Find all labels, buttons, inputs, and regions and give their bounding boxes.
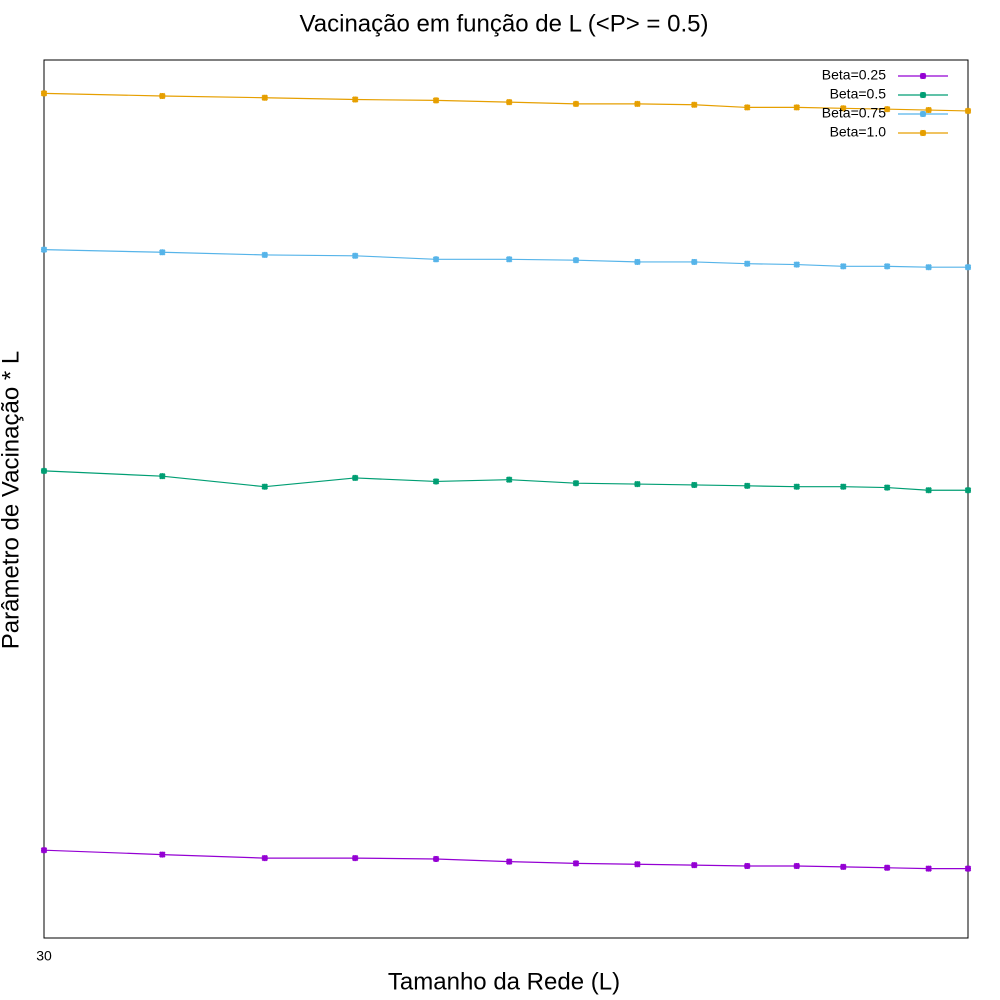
- data-point: [505, 858, 513, 865]
- data-point: [261, 483, 268, 490]
- series-line: [43, 249, 968, 268]
- legend-marker: [919, 129, 927, 137]
- series-line: [43, 470, 968, 491]
- data-point: [793, 862, 800, 870]
- data-point: [572, 860, 580, 867]
- legend-label: Beta=0.25: [822, 67, 886, 83]
- data-point: [351, 96, 359, 103]
- data-point: [691, 258, 698, 266]
- data-point: [964, 487, 972, 494]
- data-point: [505, 476, 513, 483]
- data-point: [572, 100, 580, 108]
- data-point: [40, 90, 48, 97]
- data-point: [40, 246, 48, 253]
- data-point: [634, 100, 641, 108]
- data-point: [159, 249, 166, 256]
- data-point: [840, 263, 847, 270]
- data-point: [744, 104, 751, 111]
- data-point: [432, 97, 440, 104]
- data-point: [883, 263, 891, 270]
- data-point: [925, 106, 932, 114]
- data-point: [883, 105, 891, 113]
- data-point: [432, 256, 440, 263]
- data-point: [634, 861, 641, 868]
- data-point: [351, 474, 359, 482]
- data-point: [744, 862, 751, 870]
- legend-label: Beta=0.75: [822, 105, 886, 121]
- data-point: [964, 264, 972, 271]
- data-point: [840, 863, 847, 871]
- data-point: [159, 851, 166, 858]
- x-tick-label: 30: [36, 948, 52, 964]
- legend-marker: [919, 110, 927, 118]
- data-point: [964, 107, 972, 115]
- data-point: [925, 865, 932, 872]
- data-point: [883, 484, 891, 491]
- data-point: [691, 101, 698, 108]
- data-point: [40, 846, 48, 854]
- data-point: [691, 481, 698, 489]
- data-point: [964, 865, 972, 872]
- data-point: [351, 854, 359, 862]
- data-point: [572, 479, 580, 487]
- data-point: [691, 861, 698, 869]
- data-point: [793, 261, 800, 268]
- data-point: [744, 260, 751, 267]
- data-point: [351, 252, 359, 260]
- data-point: [572, 256, 580, 264]
- x-axis-label: Tamanho da Rede (L): [388, 968, 620, 995]
- data-point: [883, 864, 891, 871]
- series-line: [43, 849, 968, 870]
- data-point: [40, 467, 48, 475]
- data-point: [261, 251, 268, 259]
- data-point: [159, 472, 166, 480]
- legend-marker: [919, 72, 927, 80]
- data-point: [261, 94, 268, 101]
- data-point: [432, 478, 440, 485]
- data-point: [793, 104, 800, 111]
- data-point: [505, 256, 513, 263]
- data-point: [634, 258, 641, 266]
- data-point: [261, 854, 268, 862]
- y-axis-label: Parâmetro de Vacinação * L: [0, 351, 24, 649]
- chart-title: Vacinação em função de L (<P> = 0.5): [300, 10, 709, 37]
- data-point: [744, 482, 751, 490]
- data-point: [840, 483, 847, 490]
- data-point: [159, 92, 166, 100]
- data-point: [432, 855, 440, 863]
- legend-label: Beta=0.5: [830, 86, 887, 102]
- data-point: [793, 483, 800, 490]
- data-point: [925, 487, 932, 494]
- legend-marker: [919, 91, 927, 99]
- data-point: [925, 264, 932, 271]
- legend-label: Beta=1.0: [830, 124, 887, 140]
- data-point: [840, 105, 847, 112]
- plot-frame: [43, 59, 969, 939]
- data-point: [634, 480, 641, 488]
- data-point: [505, 98, 513, 106]
